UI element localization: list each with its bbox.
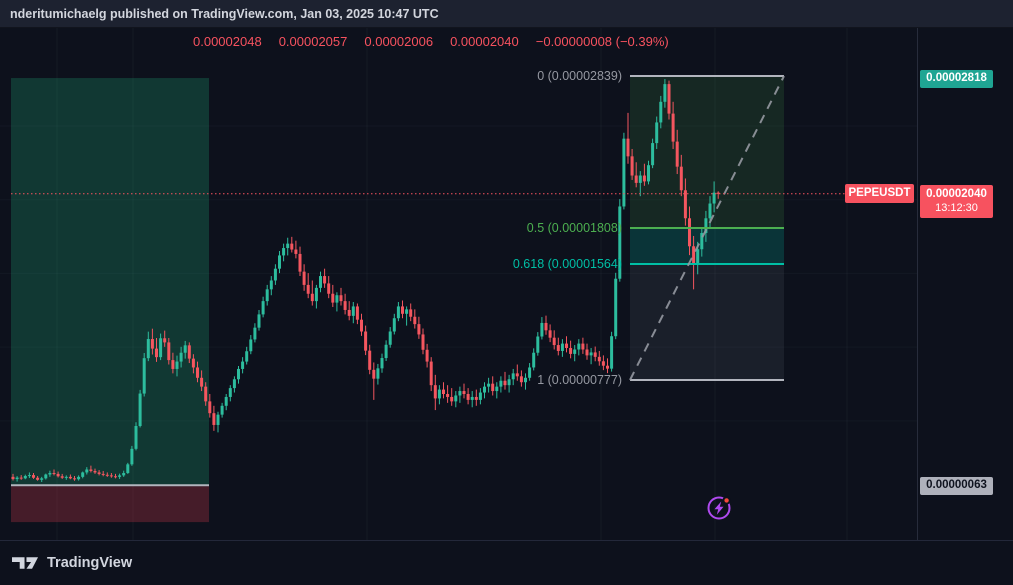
tradingview-logo-link[interactable]: TradingView [12,554,132,572]
publish-header: nderitumichaelg published on TradingView… [0,0,1013,28]
ohlc-legend: 0.00002048 0.00002057 0.00002006 0.00002… [193,34,669,49]
fib-label-0.5: 0.5 (0.00001808) [526,221,622,235]
high-price-badge: 0.00002818 [920,70,993,89]
tradingview-logo-icon [12,557,39,569]
legend-change: −0.00000008 (−0.39%) [535,34,669,49]
fib-label-0.618: 0.618 (0.00001564) [512,256,622,271]
fib-label-0: 0 (0.00002839) [537,69,622,83]
last-price-badge: 0.00002040 13:12:30 [920,184,993,218]
price-scale[interactable] [917,28,1013,540]
brand-text: TradingView [47,555,133,571]
publish-info: nderitumichaelg published on TradingView… [10,7,439,21]
legend-open: 0.00002048 [193,34,262,49]
low-price-badge: 0.00000063 [920,476,993,495]
symbol-price-label: PEPEUSDT [845,184,914,204]
legend-low: 0.00002006 [364,34,434,49]
last-price-value: 0.00002040 [926,187,987,200]
chart-area[interactable]: 0.00002048 0.00002057 0.00002006 0.00002… [0,28,1013,540]
fib-label-1: 1 (0.00000777) [537,373,622,387]
legend-high: 0.00002057 [278,34,348,49]
bar-countdown: 13:12:30 [935,201,978,214]
legend-close: 0.00002040 [450,34,519,49]
lightning-icon[interactable] [705,494,733,522]
bottom-bar: TradingView [0,540,1013,585]
candlestick-chart[interactable] [0,28,917,540]
